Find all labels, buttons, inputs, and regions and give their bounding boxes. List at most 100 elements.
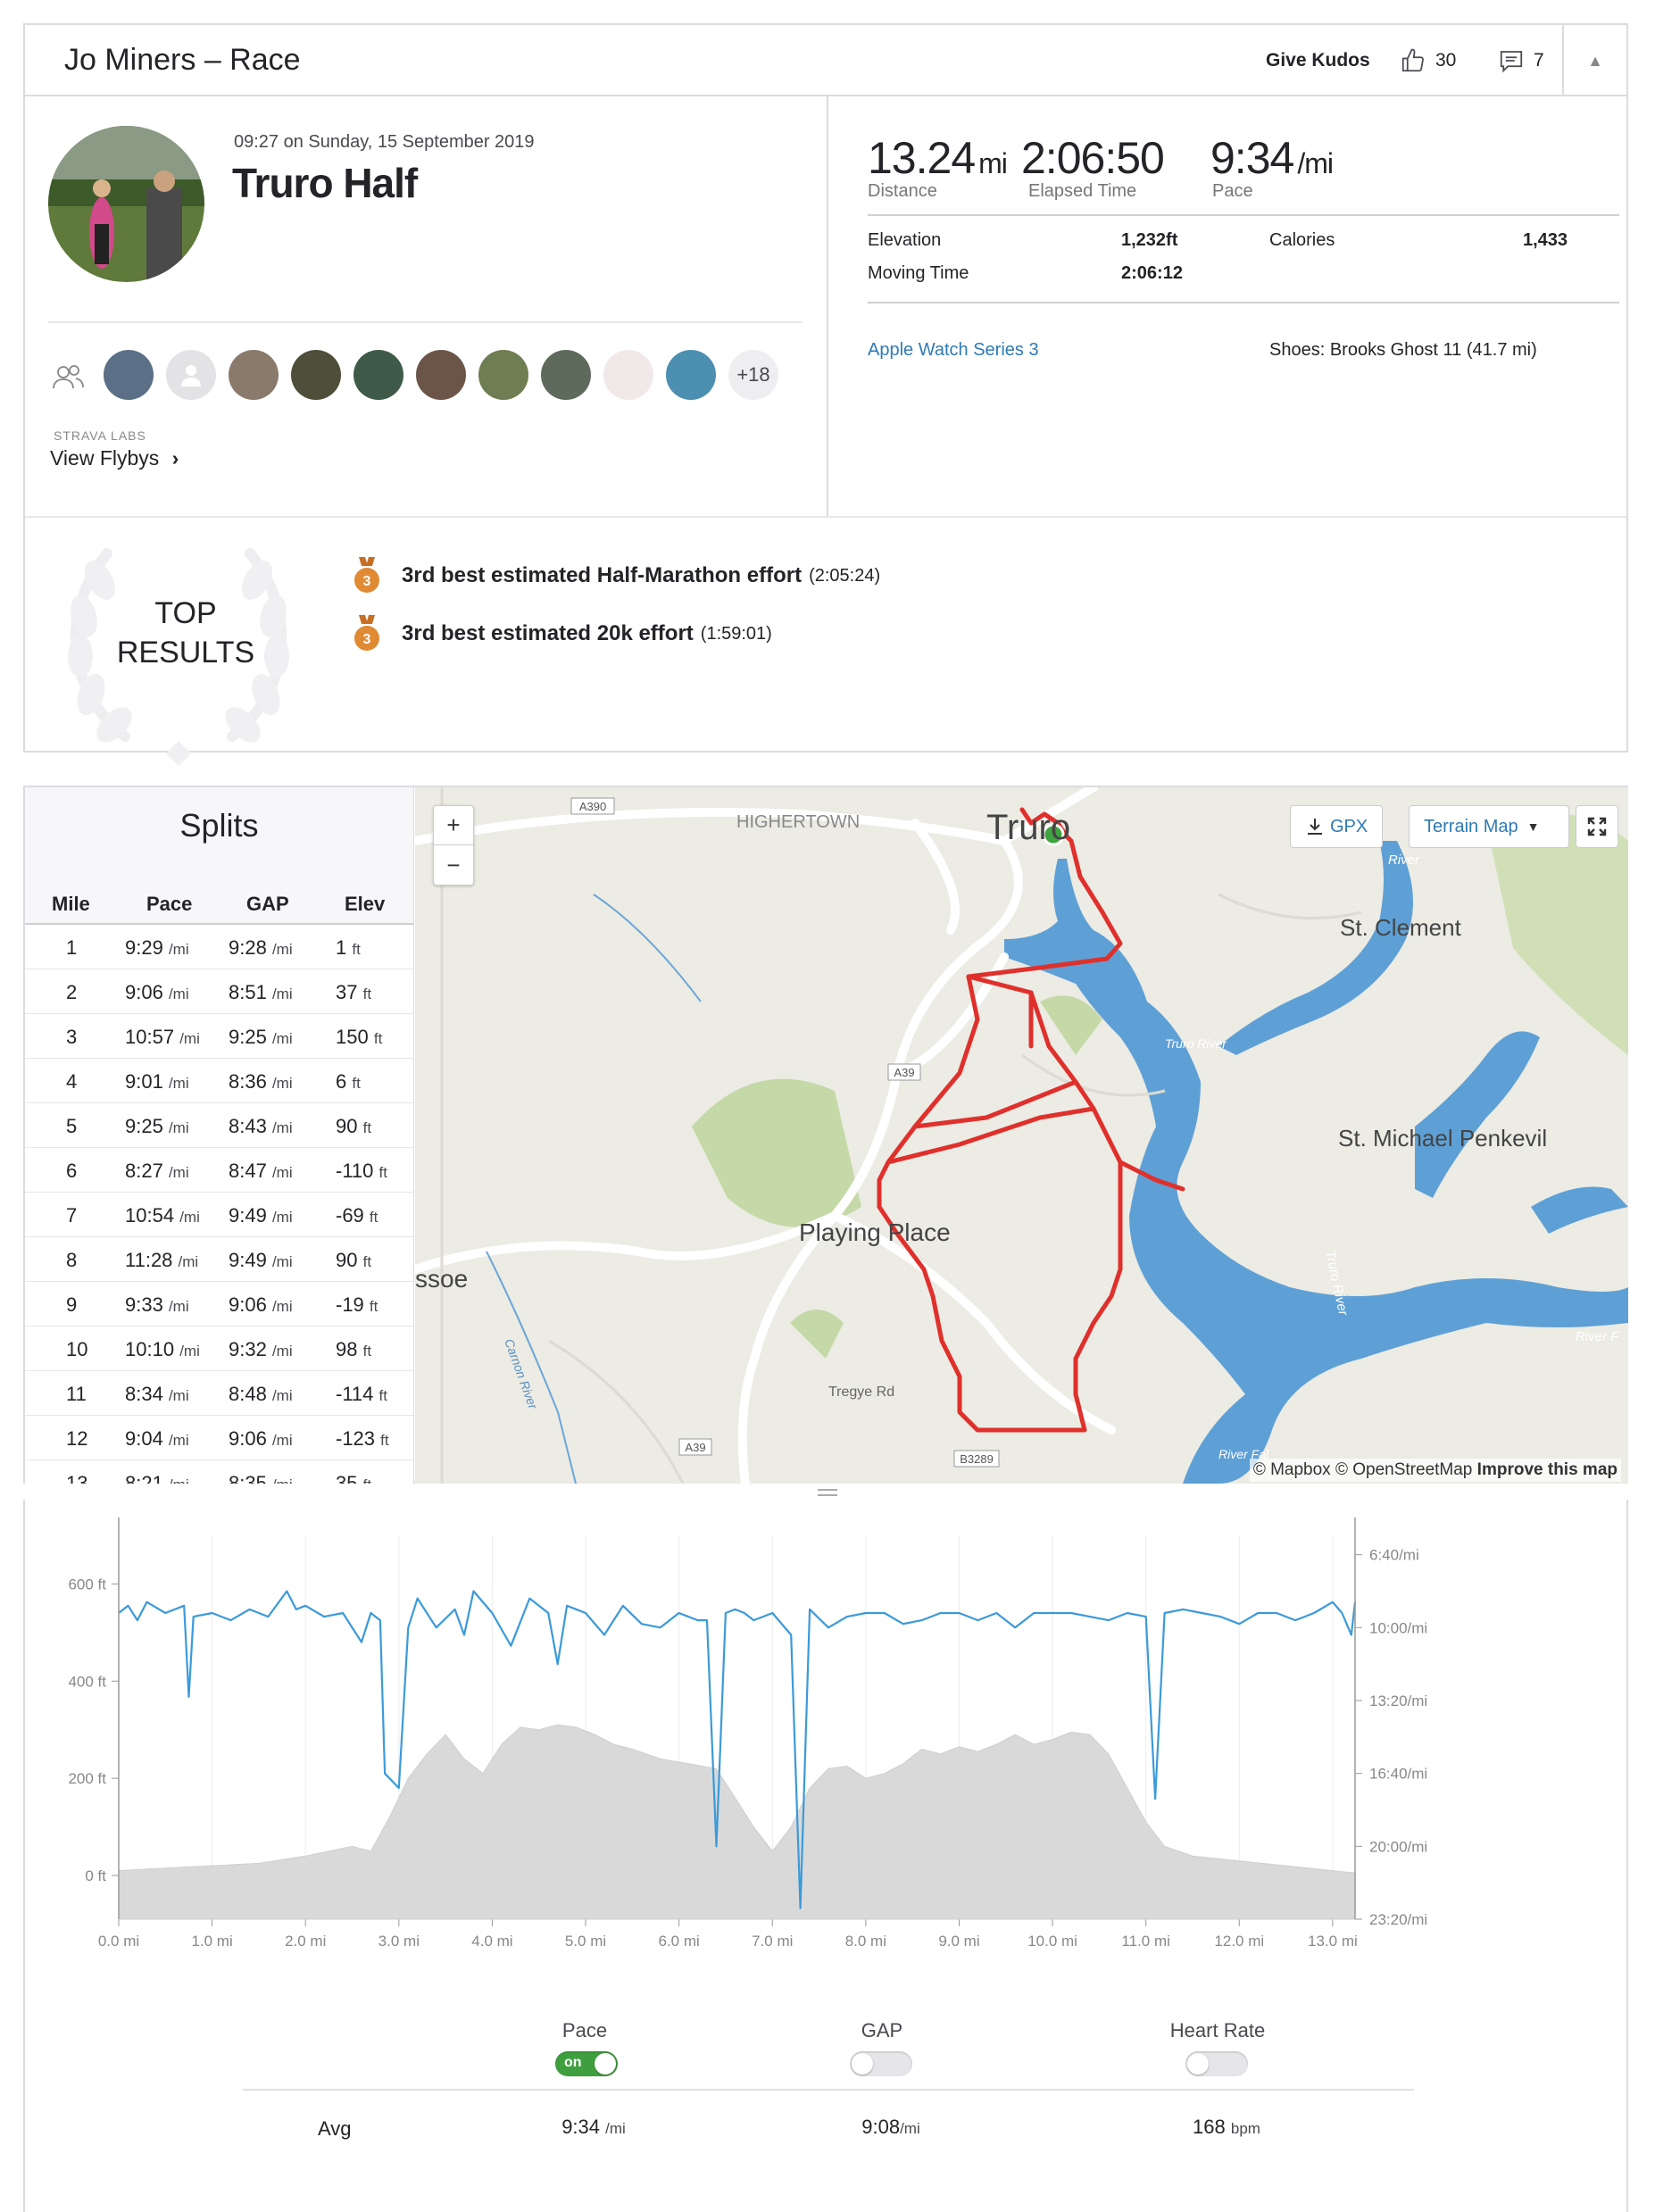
athlete-avatar-2[interactable] — [166, 350, 216, 400]
athlete-avatar-4[interactable] — [291, 350, 341, 400]
split-row[interactable]: 2 9:06 /mi 8:51 /mi 37 ft — [25, 969, 413, 1014]
x-tick-label: 9.0 mi — [938, 1933, 979, 1950]
activity-stats: 13.24 mi Distance 2:06:50 Elapsed Time 9:… — [830, 96, 1628, 516]
athlete-avatar-10[interactable] — [666, 350, 716, 400]
split-elev: 6 ft — [336, 1070, 361, 1093]
athlete-avatar-5[interactable] — [353, 350, 403, 400]
distance-value: 13.24 — [868, 133, 976, 183]
athlete-avatar-6[interactable] — [416, 350, 466, 400]
athlete-list: +18 — [104, 350, 778, 400]
split-mile: 1 — [66, 936, 78, 959]
bronze-medal-icon: 3 — [354, 557, 379, 593]
split-elev: -123 ft — [336, 1427, 389, 1450]
athlete-avatar[interactable] — [48, 126, 204, 282]
y-tick-label: 400 ft — [68, 1673, 106, 1690]
pace-label: Pace — [1212, 181, 1253, 201]
athlete-avatar-8[interactable] — [541, 350, 591, 400]
x-tick-label: 2.0 mi — [285, 1933, 326, 1950]
kudos-button[interactable]: 30 — [1400, 45, 1456, 77]
split-mile: 13 — [66, 1472, 88, 1484]
split-pace: 11:28 /mi — [125, 1249, 199, 1271]
improve-map-link[interactable]: Improve this map — [1476, 1460, 1618, 1479]
osm-link[interactable]: © OpenStreetMap — [1335, 1460, 1473, 1479]
distance-stat: 13.24 mi — [868, 132, 1008, 184]
resize-handle[interactable] — [818, 1489, 837, 1496]
hr-toggle[interactable] — [1185, 2051, 1248, 2076]
comment-icon — [1500, 51, 1523, 73]
split-row[interactable]: 12 9:04 /mi 9:06 /mi -123 ft — [25, 1416, 413, 1460]
moving-time-label: Moving Time — [868, 263, 969, 283]
achievement-time: (1:59:01) — [700, 623, 772, 644]
split-row[interactable]: 10 10:10 /mi 9:32 /mi 98 ft — [25, 1326, 413, 1371]
split-row[interactable]: 4 9:01 /mi 8:36 /mi 6 ft — [25, 1059, 413, 1103]
achievement-item[interactable]: 3 3rd best estimated Half-Marathon effor… — [353, 557, 880, 595]
gap-toggle-label: GAP — [861, 2019, 903, 2042]
split-mile: 6 — [66, 1160, 78, 1182]
splits-map-panel: Splits Mile Pace GAP Elev 1 9:29 /mi 9:28 … — [23, 786, 1628, 1496]
athlete-avatar-7[interactable] — [478, 350, 528, 400]
distance-label: Distance — [868, 181, 937, 201]
split-row[interactable]: 11 8:34 /mi 8:48 /mi -114 ft — [25, 1371, 413, 1416]
river-water — [1004, 841, 1628, 1484]
zoom-out-button[interactable]: − — [446, 851, 461, 878]
place-label: ssoe — [415, 1265, 468, 1293]
split-pace: 8:27 /mi — [125, 1160, 189, 1182]
athlete-avatar-9[interactable] — [603, 350, 653, 400]
split-gap: 9:06 /mi — [229, 1293, 293, 1316]
view-flybys-link[interactable]: View Flybys › — [50, 446, 179, 470]
split-pace: 9:06 /mi — [125, 981, 189, 1003]
pace-toggle-label: Pace — [561, 2019, 608, 2042]
split-row[interactable]: 13 8:21 /mi 8:35 /mi 35 ft — [25, 1460, 413, 1484]
split-row[interactable]: 1 9:29 /mi 9:28 /mi 1 ft — [25, 925, 413, 969]
start-marker — [1042, 823, 1065, 846]
split-gap: 9:28 /mi — [229, 936, 293, 959]
y-tick-label: 20:00/mi — [1369, 1838, 1427, 1855]
x-tick-label: 3.0 mi — [378, 1933, 420, 1950]
map-type-dropdown[interactable]: Terrain Map ▼ — [1409, 805, 1569, 848]
woodland-area — [1040, 995, 1102, 1055]
shoes-info: Shoes: Brooks Ghost 11 (41.7 mi) — [1269, 340, 1537, 360]
give-kudos-button[interactable]: Give Kudos — [1266, 50, 1370, 71]
map-attribution: © Mapbox © OpenStreetMap Improve this ma… — [1249, 1459, 1621, 1482]
y-tick-label: 16:40/mi — [1369, 1766, 1427, 1783]
split-row[interactable]: 5 9:25 /mi 8:43 /mi 90 ft — [25, 1103, 413, 1148]
elevation-pace-chart[interactable]: 0.0 mi 1.0 mi 2.0 mi 3.0 mi 4.0 mi 5.0 mi 6.0 … — [25, 1500, 1628, 2000]
split-mile: 5 — [66, 1115, 78, 1137]
split-pace: 10:54 /mi — [125, 1204, 200, 1227]
device-link[interactable]: Apple Watch Series 3 — [868, 340, 1039, 360]
split-row[interactable]: 6 8:27 /mi 8:47 /mi -110 ft — [25, 1148, 413, 1193]
pace-toggle[interactable]: on — [555, 2051, 618, 2076]
more-athletes-button[interactable]: +18 — [728, 350, 778, 400]
split-elev: 1 ft — [336, 936, 361, 959]
minor-roads — [440, 787, 1362, 1484]
mapbox-link[interactable]: © Mapbox — [1252, 1460, 1331, 1479]
achievement-item[interactable]: 3 3rd best estimated 20k effort (1:59:01… — [353, 615, 772, 653]
fullscreen-button[interactable] — [1576, 805, 1618, 848]
zoom-in-button[interactable]: + — [434, 806, 473, 845]
split-row[interactable]: 3 10:57 /mi 9:25 /mi 150 ft — [25, 1014, 413, 1059]
split-gap: 9:49 /mi — [229, 1204, 293, 1227]
download-icon — [1308, 819, 1322, 835]
map-canvas[interactable]: A390 HIGHERTOWN Truro St. Clement St. Mi… — [415, 787, 1628, 1484]
water-label: Truro River — [1165, 1036, 1227, 1051]
collapse-button[interactable]: ▲ — [1562, 25, 1626, 96]
athlete-avatar-3[interactable] — [229, 350, 279, 400]
group-icon[interactable] — [50, 360, 86, 395]
athlete-avatar-1[interactable] — [104, 350, 154, 400]
gpx-download-button[interactable]: GPX — [1290, 805, 1384, 848]
comments-button[interactable]: 7 — [1498, 45, 1544, 77]
split-row[interactable]: 7 10:54 /mi 9:49 /mi -69 ft — [25, 1193, 413, 1237]
x-tick-label: 13.0 mi — [1308, 1933, 1358, 1950]
split-pace: 9:04 /mi — [125, 1427, 189, 1450]
split-gap: 8:48 /mi — [229, 1383, 293, 1405]
gap-toggle[interactable] — [850, 2051, 912, 2076]
calories-value: 1,433 — [1523, 230, 1568, 250]
split-row[interactable]: 8 11:28 /mi 9:49 /mi 90 ft — [25, 1237, 413, 1282]
zoom-control: + − — [433, 805, 474, 886]
map-labels: A390 HIGHERTOWN Truro St. Clement St. Mi… — [415, 797, 1619, 1468]
split-row[interactable]: 9 9:33 /mi 9:06 /mi -19 ft — [25, 1282, 413, 1326]
split-elev: 35 ft — [336, 1472, 371, 1484]
route-map[interactable]: A390 HIGHERTOWN Truro St. Clement St. Mi… — [415, 787, 1628, 1484]
elevation-area — [118, 1724, 1356, 1920]
activity-summary-panel: Jo Miners – Race Give Kudos 30 7 ▲ — [23, 23, 1628, 766]
